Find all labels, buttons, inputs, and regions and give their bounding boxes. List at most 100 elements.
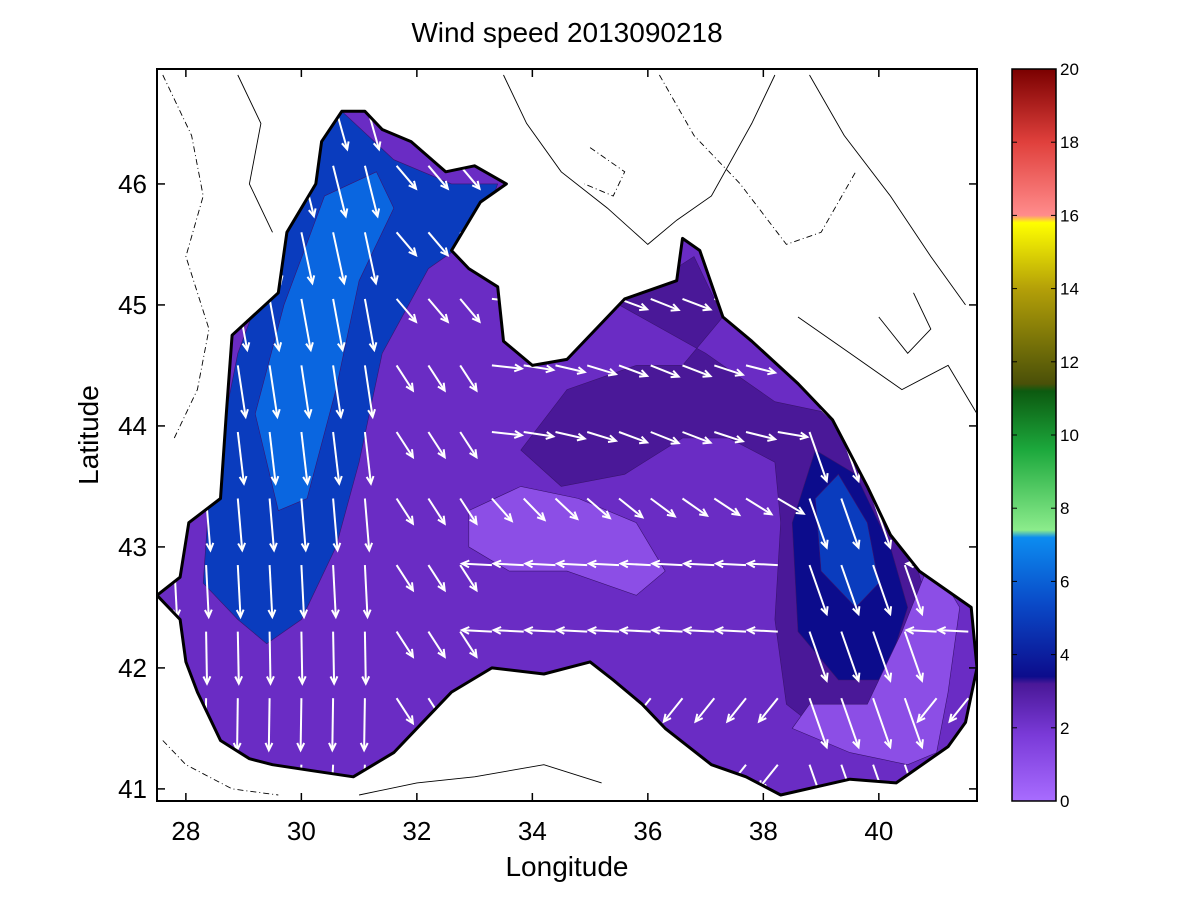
wind-arrow-28 xyxy=(236,365,249,420)
wind-arrow-183 xyxy=(682,297,713,312)
wind-arrow-94 xyxy=(427,364,446,393)
x-tick-label-40: 40 xyxy=(864,816,893,846)
wind-arrow-106 xyxy=(459,298,481,324)
wind-arrow-115 xyxy=(491,430,525,439)
wind-arrow-134 xyxy=(523,626,556,635)
wind-arrow-40 xyxy=(268,298,283,353)
land-contour-6 xyxy=(162,740,279,796)
colorbar-tick-label-0: 0 xyxy=(1060,792,1069,811)
wind-arrow-211 xyxy=(745,626,778,635)
plot-frame xyxy=(156,68,978,802)
wind-arrow-256 xyxy=(903,564,924,617)
wind-arrow-56 xyxy=(328,698,337,753)
wind-arrow-103 xyxy=(459,497,478,526)
wind-arrow-199 xyxy=(725,697,747,724)
wind-arrow-135 xyxy=(523,559,556,569)
x-tick-label-34: 34 xyxy=(518,816,547,846)
wind-arrow-81 xyxy=(395,497,415,526)
wind-arrow-233 xyxy=(840,631,861,683)
wind-arrow-105 xyxy=(459,364,478,393)
wind-arrow-189 xyxy=(681,626,715,635)
wind-arrow-36 xyxy=(267,565,277,620)
wind-arrow-172 xyxy=(650,297,681,312)
wind-arrow-157 xyxy=(586,559,620,569)
wind-arrow-180 xyxy=(681,497,709,518)
speed-region-5 xyxy=(468,486,666,596)
wind-arrow-160 xyxy=(618,364,650,378)
colorbar-tick-label-16: 16 xyxy=(1060,206,1079,225)
wind-arrow-35 xyxy=(266,631,275,686)
y-tick-label-46: 46 xyxy=(118,169,147,199)
wind-arrow-91 xyxy=(427,564,446,593)
land-contour-4 xyxy=(809,74,966,306)
wind-arrow-170 xyxy=(650,431,681,445)
wind-arrow-70 xyxy=(363,498,374,553)
land-contour-5 xyxy=(797,316,977,415)
wind-arrow-26 xyxy=(236,498,247,553)
wind-arrow-14 xyxy=(204,565,213,620)
wind-arrow-61 xyxy=(332,365,345,420)
x-axis-label: Longitude xyxy=(505,851,628,882)
wind-arrow-76 xyxy=(363,111,382,152)
wind-arrow-255 xyxy=(903,631,924,683)
wind-arrow-156 xyxy=(586,626,620,635)
wind-arrow-48 xyxy=(300,498,310,553)
wind-arrow-254 xyxy=(903,697,924,750)
wind-arrow-188 xyxy=(694,697,716,724)
wind-arrow-124 xyxy=(491,559,524,569)
x-tick-label-36: 36 xyxy=(633,816,662,846)
wind-arrow-169 xyxy=(650,497,677,518)
wind-arrow-203 xyxy=(745,431,778,442)
wind-arrow-127 xyxy=(523,364,556,374)
wind-arrow-181 xyxy=(682,431,713,445)
y-tick-label-41: 41 xyxy=(118,774,147,804)
wind-arrow-49 xyxy=(300,431,311,486)
wind-arrow-85 xyxy=(395,231,418,257)
wind-arrow-201 xyxy=(713,559,747,569)
colorbar xyxy=(1011,68,1057,802)
land-contour-1 xyxy=(237,74,273,233)
wind-arrow-59 xyxy=(332,498,342,553)
wind-arrow-45 xyxy=(296,698,306,753)
wind-arrow-83 xyxy=(395,364,415,393)
wind-arrow-24 xyxy=(234,631,244,686)
wind-arrow-200 xyxy=(713,626,747,635)
wind-arrow-168 xyxy=(618,559,651,569)
colorbar-tick-label-12: 12 xyxy=(1060,353,1079,372)
y-axis: 41 42 43 44 45 46 xyxy=(118,169,977,804)
coastline xyxy=(157,109,977,797)
colorbar-tick-label-6: 6 xyxy=(1060,572,1069,591)
wind-arrow-190 xyxy=(681,559,715,569)
wind-arrow-34 xyxy=(264,698,274,753)
wind-arrow-25 xyxy=(235,565,245,620)
wind-arrow-245 xyxy=(872,564,893,617)
y-tick-label-42: 42 xyxy=(118,653,147,683)
land-contour-7 xyxy=(359,764,602,796)
plot-area xyxy=(157,69,977,801)
wind-arrow-52 xyxy=(300,232,316,286)
y-tick-label-43: 43 xyxy=(118,532,147,562)
wind-arrow-92 xyxy=(427,497,446,526)
wind-arrow-182 xyxy=(682,364,713,378)
wind-arrow-232 xyxy=(840,697,861,750)
wind-arrow-212 xyxy=(745,559,778,569)
wind-arrow-50 xyxy=(300,365,313,420)
wind-arrow-72 xyxy=(363,365,376,420)
y-tick-label-45: 45 xyxy=(118,290,147,320)
wind-arrow-265 xyxy=(916,697,938,724)
wind-arrow-101 xyxy=(459,631,478,659)
wind-arrow-177 xyxy=(662,697,684,724)
y-tick-label-44: 44 xyxy=(118,411,147,441)
wind-arrow-90 xyxy=(427,631,446,659)
colorbar-tick-label-18: 18 xyxy=(1060,133,1079,152)
land-contour-8 xyxy=(878,292,932,354)
wind-arrow-148 xyxy=(586,431,619,443)
wind-arrow-97 xyxy=(427,165,450,191)
wind-arrow-46 xyxy=(297,631,307,686)
wind-arrow-47 xyxy=(299,565,309,620)
wind-arrow-75 xyxy=(363,165,381,219)
colorbar-tick-label-10: 10 xyxy=(1060,426,1079,445)
wind-arrow-82 xyxy=(395,431,415,460)
wind-arrow-51 xyxy=(300,298,314,353)
wind-arrow-113 xyxy=(459,559,492,569)
